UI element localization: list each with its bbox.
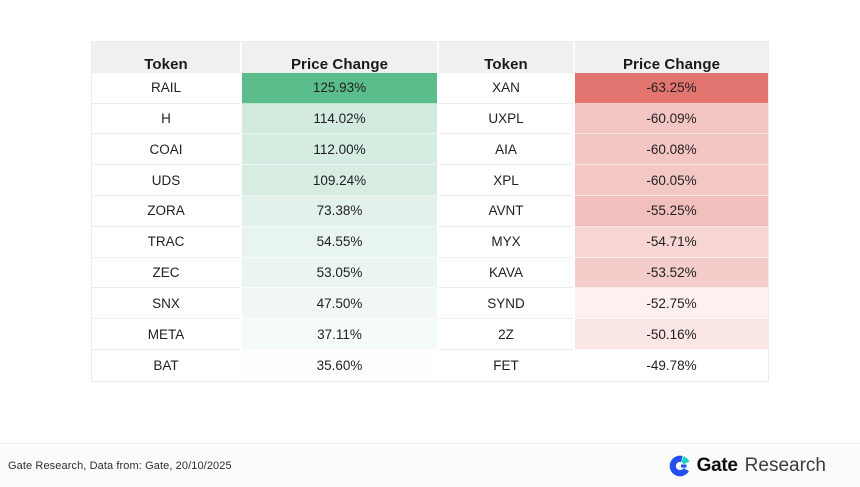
gainer-token-cell: RAIL [92, 72, 240, 104]
loser-change-cell: -52.75% [575, 288, 768, 320]
loser-token-cell: UXPL [439, 103, 573, 135]
brand-logo: Gate Research [669, 455, 826, 477]
loser-change-cell: -49.78% [575, 349, 768, 381]
loser-change-cell: -53.52% [575, 257, 768, 289]
loser-token-cell: AVNT [439, 195, 573, 227]
gainer-change-cell: 53.05% [242, 257, 437, 289]
gainer-change-cell: 114.02% [242, 103, 437, 135]
gainer-token-cell: UDS [92, 165, 240, 196]
gainer-token-cell: H [92, 103, 240, 135]
gainer-token-cell: ZORA [92, 195, 240, 227]
gainer-change-cell: 73.38% [242, 195, 437, 227]
gainer-token-cell: TRAC [92, 226, 240, 258]
gainer-change-cell: 35.60% [242, 349, 437, 381]
loser-change-cell: -55.25% [575, 195, 768, 227]
loser-token-cell: SYND [439, 288, 573, 320]
gainer-token-cell: ZEC [92, 257, 240, 289]
loser-change-cell: -60.05% [575, 165, 768, 196]
gainer-token-cell: SNX [92, 288, 240, 320]
brand-name: Gate [696, 454, 738, 476]
loser-token-cell: KAVA [439, 257, 573, 289]
loser-token-cell: AIA [439, 134, 573, 166]
brand-sub: Research [744, 454, 826, 476]
source-note: Gate Research, Data from: Gate, 20/10/20… [8, 459, 232, 472]
gainer-change-cell: 109.24% [242, 165, 437, 196]
gainer-change-cell: 37.11% [242, 319, 437, 350]
loser-token-cell: XAN [439, 72, 573, 104]
gainer-token-cell: BAT [92, 349, 240, 381]
loser-change-cell: -50.16% [575, 319, 768, 350]
loser-change-cell: -63.25% [575, 72, 768, 104]
loser-change-cell: -60.09% [575, 103, 768, 135]
loser-token-cell: FET [439, 349, 573, 381]
gainer-change-cell: 125.93% [242, 72, 437, 104]
price-change-table: Token Price Change Token Price Change RA… [91, 41, 769, 382]
gainer-token-cell: COAI [92, 134, 240, 166]
loser-token-cell: 2Z [439, 319, 573, 350]
gainer-change-cell: 112.00% [242, 134, 437, 166]
loser-token-cell: XPL [439, 165, 573, 196]
loser-change-cell: -54.71% [575, 226, 768, 258]
gate-logo-icon [669, 455, 689, 476]
gainer-change-cell: 47.50% [242, 288, 437, 320]
loser-token-cell: MYX [439, 226, 573, 258]
gainer-token-cell: META [92, 319, 240, 350]
loser-change-cell: -60.08% [575, 134, 768, 166]
footer-bar: Gate Research, Data from: Gate, 20/10/20… [0, 443, 860, 487]
gainer-change-cell: 54.55% [242, 226, 437, 258]
